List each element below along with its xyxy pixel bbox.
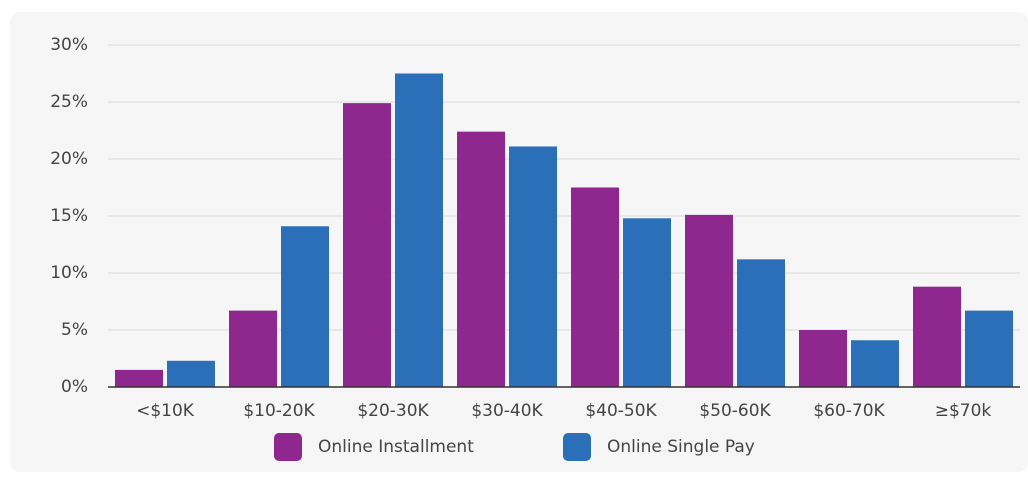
y-tick-label: 15% [50, 206, 88, 226]
x-tick-label: $40-50K [585, 401, 657, 421]
legend-label: Online Installment [318, 437, 474, 457]
bar [851, 340, 899, 387]
x-tick-label: $30-40K [471, 401, 543, 421]
bar [457, 131, 505, 387]
bar [395, 73, 443, 387]
bar [913, 286, 961, 387]
bar [229, 310, 277, 387]
bar [799, 330, 847, 387]
bar [281, 226, 329, 387]
bar [343, 103, 391, 387]
bar [623, 218, 671, 387]
y-tick-label: 0% [61, 377, 88, 397]
bar [115, 369, 163, 387]
y-tick-label: 30% [50, 35, 88, 55]
x-tick-label: $50-60K [699, 401, 771, 421]
bar [509, 146, 557, 387]
legend-label: Online Single Pay [607, 437, 755, 457]
bar [685, 214, 733, 387]
y-tick-label: 25% [50, 92, 88, 112]
x-tick-label: <$10K [136, 401, 195, 421]
bar [167, 360, 215, 387]
legend-swatch [563, 433, 591, 461]
x-tick-label: ≥$70k [935, 401, 992, 421]
y-tick-label: 5% [61, 320, 88, 340]
bar [965, 310, 1013, 387]
legend-swatch [274, 433, 302, 461]
y-tick-label: 20% [50, 149, 88, 169]
x-tick-label: $20-30K [357, 401, 429, 421]
bar [571, 187, 619, 387]
x-tick-label: $10-20K [243, 401, 315, 421]
y-tick-label: 10% [50, 263, 88, 283]
x-tick-label: $60-70K [813, 401, 885, 421]
bar [737, 259, 785, 387]
